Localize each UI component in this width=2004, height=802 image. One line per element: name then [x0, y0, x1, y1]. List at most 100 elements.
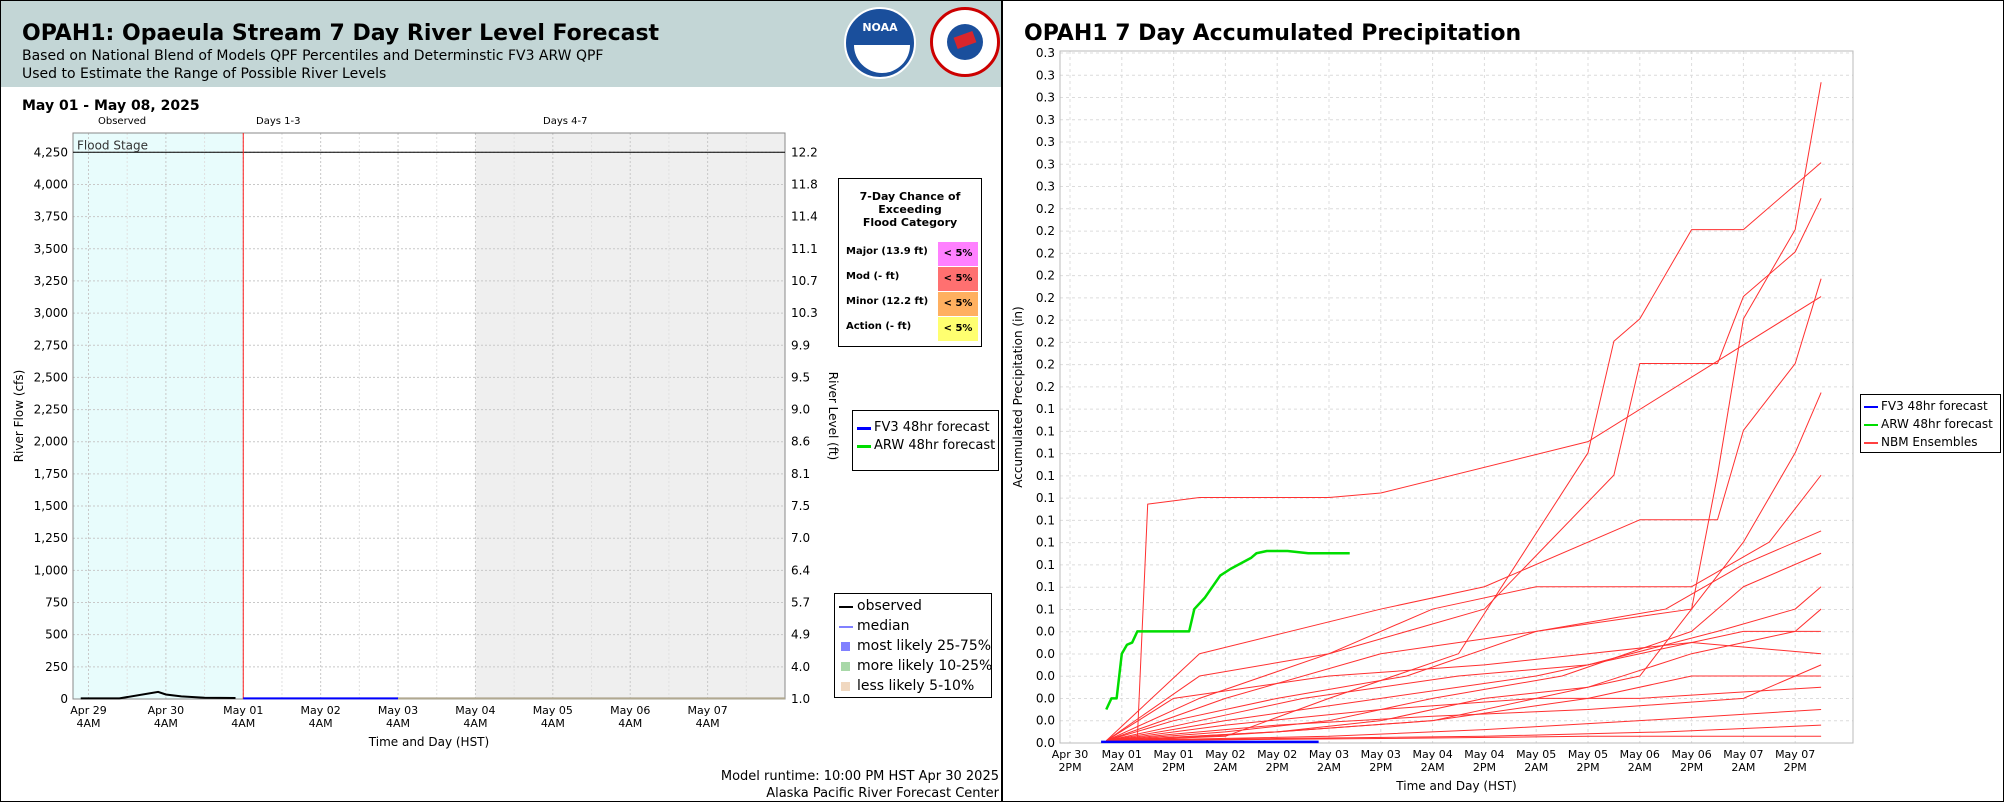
legend-label: FV3 48hr forecast	[1881, 399, 1988, 413]
x-tick-day: May 05	[1516, 748, 1556, 761]
x-tick-day: May 07	[1723, 748, 1763, 761]
y-tick-label: 500	[45, 628, 68, 642]
series-line	[1106, 675, 1822, 742]
y-tick-label: 0.3	[1036, 157, 1055, 171]
y-tick-label: 0.1	[1036, 402, 1055, 416]
x-tick-day: May 01	[1153, 748, 1193, 761]
y2-tick-label: 1.0	[791, 692, 810, 706]
y-tick-label: 0.1	[1036, 469, 1055, 483]
y-tick-label: 0.2	[1036, 313, 1055, 327]
y-tick-label: 750	[45, 596, 68, 610]
y-tick-label: 0.3	[1036, 91, 1055, 105]
subtitle-line-1: Based on National Blend of Models QPF Pe…	[22, 48, 604, 64]
y-tick-label: 0.3	[1036, 46, 1055, 60]
river-flow-chart: 0 1.0 250 4.0 500 4.9 750 5.7 1,000 6.4 1,250 7.0 1,…	[12, 132, 840, 749]
legend-swatch	[841, 642, 850, 651]
y2-tick-label: 11.8	[791, 177, 818, 191]
y-axis-label: River Flow (cfs)	[12, 370, 26, 463]
y-tick-label: 1,500	[34, 499, 68, 513]
period-label-observed: Observed	[98, 116, 147, 127]
x-tick-time: 2PM	[1576, 761, 1599, 774]
y2-tick-label: 5.7	[791, 596, 810, 610]
period-label-days-1-3: Days 1-3	[256, 116, 301, 127]
x-tick-day: May 04	[455, 704, 495, 717]
x-tick-time: 2AM	[1524, 761, 1548, 774]
y-tick-label: 1,750	[34, 467, 68, 481]
x-axis-label: Time and Day (HST)	[1395, 779, 1516, 793]
x-tick-day: May 05	[533, 704, 573, 717]
legend-label: ARW 48hr forecast	[1881, 417, 1993, 431]
y-tick-label: 0	[60, 692, 68, 706]
series-line	[1105, 549, 1350, 711]
x-tick-day: Apr 29	[70, 704, 107, 717]
y-tick-label: 0.3	[1036, 113, 1055, 127]
x-tick-day: May 06	[1671, 748, 1711, 761]
precipitation-panel: OPAH1 7 Day Accumulated Precipitation 0.…	[1002, 0, 2004, 802]
x-tick-time: 2AM	[1213, 761, 1237, 774]
x-tick-time: 2PM	[1680, 761, 1703, 774]
days-4-7-shading	[475, 133, 785, 699]
chance-title-1: 7-Day Chance of	[859, 190, 961, 203]
series-line	[1106, 630, 1822, 742]
x-tick-day: May 02	[1205, 748, 1245, 761]
forecast-center: Alaska Pacific River Forecast Center	[766, 786, 999, 801]
chance-row-value: < 5%	[938, 317, 978, 341]
series-line	[1105, 198, 1822, 742]
series-line	[1106, 586, 1822, 742]
chance-row-value: < 5%	[938, 292, 978, 316]
series-line	[1106, 552, 1822, 742]
y2-tick-label: 4.9	[791, 628, 810, 642]
y-tick-label: 250	[45, 660, 68, 674]
x-tick-time: 2AM	[1731, 761, 1755, 774]
y-tick-label: 2,000	[34, 435, 68, 449]
plot-border	[1059, 50, 1854, 744]
x-tick-day: May 02	[1257, 748, 1297, 761]
y-tick-label: 0.0	[1036, 714, 1055, 728]
x-tick-day: May 02	[301, 704, 341, 717]
series-line	[1106, 530, 1822, 742]
x-tick-time: 2PM	[1473, 761, 1496, 774]
series-line	[1105, 278, 1822, 742]
x-tick-time: 4AM	[541, 717, 565, 730]
chance-row-value: < 5%	[938, 242, 978, 266]
x-axis-label: Time and Day (HST)	[368, 735, 489, 749]
noaa-logo-icon: NOAA	[844, 7, 916, 79]
y2-tick-label: 7.0	[791, 531, 810, 545]
y-tick-label: 2,500	[34, 370, 68, 384]
y2-axis-label: River Level (ft)	[826, 372, 840, 460]
x-tick-time: 2AM	[1110, 761, 1134, 774]
legend-swatch	[1864, 442, 1878, 444]
y-tick-label: 0.1	[1036, 580, 1055, 594]
legend-swatch	[839, 606, 853, 608]
x-tick-day: May 03	[1309, 748, 1349, 761]
series-line	[1106, 162, 1822, 742]
series-line	[1106, 735, 1822, 742]
precip-chart: 0.0 0.0 0.0 0.0 0.0 0.0 0.1 0.1 0.1 0.1 0.1 0.1 0.1 0…	[1011, 46, 1854, 793]
series-line	[1106, 608, 1822, 742]
x-tick-day: Apr 30	[148, 704, 185, 717]
observed-shading	[73, 133, 244, 699]
y2-tick-label: 8.6	[791, 435, 810, 449]
y-tick-label: 3,750	[34, 210, 68, 224]
y-tick-label: 0.1	[1036, 558, 1055, 572]
date-range: May 01 - May 08, 2025	[22, 98, 200, 114]
legend-swatch	[1864, 424, 1878, 426]
noaa-logo-text: NOAA	[862, 21, 898, 34]
x-tick-time: 4AM	[386, 717, 410, 730]
legend-label: FV3 48hr forecast	[874, 420, 990, 435]
x-tick-day: May 07	[687, 704, 727, 717]
x-tick-time: 4AM	[696, 717, 720, 730]
left-header: OPAH1: Opaeula Stream 7 Day River Level …	[1, 1, 1001, 87]
series-line	[80, 690, 236, 700]
x-tick-time: 4AM	[154, 717, 178, 730]
series-line	[1106, 392, 1822, 742]
series-line	[1106, 686, 1822, 742]
y2-tick-label: 8.1	[791, 467, 810, 481]
chance-title-3: Flood Category	[862, 216, 958, 229]
y-tick-label: 0.1	[1036, 491, 1055, 505]
y-tick-label: 3,500	[34, 242, 68, 256]
x-tick-time: 2PM	[1784, 761, 1807, 774]
x-tick-day: May 03	[378, 704, 418, 717]
x-tick-day: May 04	[1464, 748, 1504, 761]
x-tick-day: May 01	[1102, 748, 1142, 761]
